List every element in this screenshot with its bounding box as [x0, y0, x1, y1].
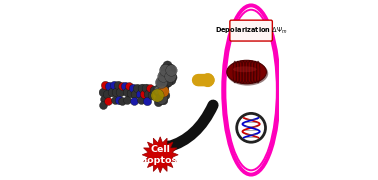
Point [113, 90, 119, 93]
Text: Cell
Apoptosis: Cell Apoptosis [134, 145, 187, 165]
Point [100, 104, 106, 107]
Point [160, 89, 166, 92]
Point [160, 98, 166, 101]
Point [99, 90, 105, 93]
Point [105, 99, 112, 102]
Point [158, 94, 164, 97]
Point [132, 92, 138, 95]
Point [163, 75, 169, 78]
Point [147, 87, 153, 90]
Point [158, 97, 164, 100]
Point [153, 94, 160, 97]
Point [118, 99, 124, 102]
Point [101, 98, 107, 100]
Point [164, 63, 170, 66]
Point [160, 74, 166, 77]
Point [167, 79, 174, 82]
Point [162, 69, 168, 72]
Point [145, 92, 151, 95]
Point [162, 69, 168, 72]
Point [163, 81, 169, 84]
Point [112, 98, 118, 101]
Point [119, 85, 125, 88]
Point [127, 91, 133, 94]
Point [158, 80, 164, 83]
Point [115, 83, 121, 86]
Point [116, 98, 122, 101]
Point [141, 92, 147, 95]
Point [108, 90, 115, 93]
Point [169, 75, 175, 78]
Point [162, 93, 168, 96]
Point [107, 85, 113, 88]
Point [160, 89, 166, 92]
Point [167, 66, 173, 69]
Point [139, 87, 145, 90]
Point [136, 92, 143, 95]
Point [153, 94, 160, 97]
Point [152, 89, 158, 91]
FancyBboxPatch shape [230, 20, 272, 41]
Point [149, 94, 155, 97]
Point [162, 67, 168, 70]
Point [155, 100, 161, 103]
Point [144, 99, 150, 102]
Text: Depolarization $\Delta\Psi_m$: Depolarization $\Delta\Psi_m$ [215, 26, 288, 36]
Point [165, 80, 171, 83]
Point [122, 85, 128, 88]
Point [161, 80, 167, 83]
Point [158, 80, 164, 83]
Ellipse shape [233, 66, 257, 72]
Point [161, 87, 167, 90]
Point [160, 74, 166, 77]
Point [131, 99, 137, 102]
Point [164, 72, 170, 75]
Point [156, 89, 162, 91]
Point [117, 90, 123, 93]
Point [143, 87, 149, 90]
Point [138, 98, 144, 101]
Ellipse shape [227, 61, 268, 86]
Point [168, 69, 174, 72]
Point [167, 74, 173, 77]
Point [130, 87, 136, 90]
Point [134, 87, 140, 90]
Point [158, 97, 164, 100]
Point [124, 98, 130, 101]
Polygon shape [142, 137, 178, 173]
Point [111, 83, 117, 86]
Ellipse shape [227, 60, 266, 84]
Point [102, 83, 108, 86]
Point [156, 89, 162, 91]
Point [126, 85, 132, 88]
Point [168, 69, 174, 72]
Point [124, 90, 130, 93]
Circle shape [236, 112, 266, 143]
Point [104, 92, 110, 95]
Point [167, 74, 173, 77]
Point [156, 89, 162, 91]
